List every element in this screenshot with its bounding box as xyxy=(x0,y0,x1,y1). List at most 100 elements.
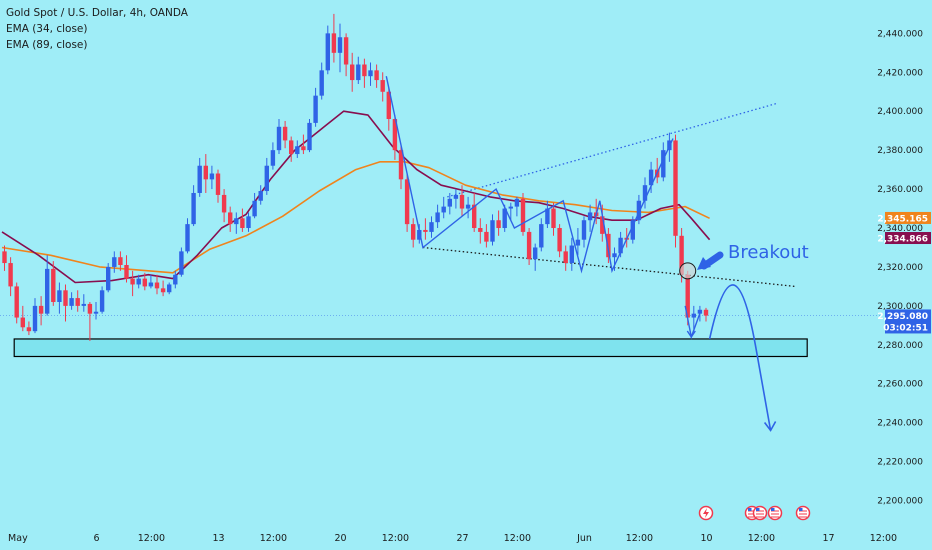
candle-body xyxy=(502,208,507,229)
us-flag-event-icon xyxy=(795,505,811,521)
candle-body xyxy=(57,290,62,302)
candle-body xyxy=(636,200,642,221)
candle-body xyxy=(508,206,513,209)
candle-body xyxy=(252,200,257,217)
candle-body xyxy=(32,305,38,332)
candle-body xyxy=(191,192,196,225)
candle-body xyxy=(313,95,318,123)
candle-body xyxy=(173,274,178,285)
candle-body xyxy=(575,239,581,246)
candle-body xyxy=(136,278,141,285)
candle-body xyxy=(465,204,471,209)
x-tick-label: 12:00 xyxy=(382,533,409,544)
x-tick-label: 12:00 xyxy=(504,533,531,544)
y-tick-label: 2,400.000 xyxy=(877,107,923,117)
candle-body xyxy=(661,150,666,178)
y-tick-label: 2,360.000 xyxy=(877,185,923,195)
x-tick-label: 27 xyxy=(456,533,468,544)
candle-body xyxy=(331,33,337,53)
chart-title: Gold Spot / U.S. Dollar, 4h, OANDA xyxy=(6,7,188,19)
upper-trendline xyxy=(447,102,777,198)
candle-body xyxy=(276,126,282,151)
candle-body xyxy=(350,64,355,81)
candle-body xyxy=(289,140,294,155)
ema34-line xyxy=(1,110,711,284)
candle-body xyxy=(337,37,343,53)
candle-body xyxy=(148,282,154,287)
y-tick-label: 2,200.000 xyxy=(877,497,923,507)
candle-body xyxy=(106,266,111,291)
current-price-tag: 2,295.080 xyxy=(877,312,928,322)
candle-body xyxy=(26,327,32,332)
candle-body xyxy=(63,290,68,306)
candle-body xyxy=(325,33,330,71)
candle-body xyxy=(356,64,361,81)
y-tick-label: 2,220.000 xyxy=(877,458,923,468)
candle-body xyxy=(374,70,379,81)
current-price-tag-countdown: 03:02:51 xyxy=(883,323,928,333)
x-tick-label: 20 xyxy=(334,533,346,544)
candle-body xyxy=(404,179,410,225)
candle-body xyxy=(81,303,86,306)
candle-body xyxy=(209,173,215,180)
candle-body xyxy=(496,220,501,229)
candle-body xyxy=(551,208,556,229)
candle-body xyxy=(612,253,617,258)
candle-body xyxy=(246,216,251,229)
y-tick-label: 2,300.000 xyxy=(877,302,923,312)
candle-body xyxy=(185,224,190,252)
candle-body xyxy=(118,257,123,265)
candle-body xyxy=(221,194,227,213)
candle-body xyxy=(51,268,56,302)
us-flag-event-icon xyxy=(752,505,768,521)
us-flag-event-icon xyxy=(767,505,783,521)
candle-body xyxy=(362,64,367,77)
candle-body xyxy=(69,298,74,306)
x-tick-label: Jun xyxy=(576,533,592,544)
candle-body xyxy=(472,204,477,229)
x-tick-label: May xyxy=(8,533,28,544)
candle-body xyxy=(142,278,147,287)
candle-body xyxy=(99,290,105,312)
ema89-line xyxy=(1,161,710,274)
candle-body xyxy=(429,222,434,232)
current-price-tag-bg xyxy=(885,309,931,334)
candle-body xyxy=(569,245,574,264)
ema89-price-tag: 2,345.165 xyxy=(877,214,928,224)
candle-body xyxy=(630,220,635,240)
candle-body xyxy=(2,251,7,264)
legend: Gold Spot / U.S. Dollar, 4h, OANDA EMA (… xyxy=(6,5,188,53)
projection-path xyxy=(708,284,772,431)
candle-body xyxy=(685,274,690,318)
candle-body xyxy=(8,263,13,287)
breakout-label: Breakout xyxy=(728,242,809,263)
candle-body xyxy=(386,91,391,120)
candle-body xyxy=(87,303,93,314)
candle-body xyxy=(514,198,520,207)
candle-body xyxy=(411,224,416,240)
candle-body xyxy=(545,208,550,225)
flag-canton xyxy=(748,508,752,511)
candle-body xyxy=(179,251,184,275)
candle-body xyxy=(691,313,696,318)
candle-body xyxy=(642,185,648,201)
candle-body xyxy=(459,194,465,209)
x-tick-label: 12:00 xyxy=(260,533,287,544)
y-tick-label: 2,340.000 xyxy=(877,224,923,234)
candle-body xyxy=(490,220,495,242)
candle-body xyxy=(295,146,300,155)
y-tick-label: 2,320.000 xyxy=(877,263,923,273)
candle-body xyxy=(417,229,422,240)
candle-body xyxy=(160,288,166,293)
candle-body xyxy=(606,233,611,258)
candle-body xyxy=(264,165,269,192)
candle-body xyxy=(673,140,678,236)
legend-ema34: EMA (34, close) xyxy=(6,23,88,35)
y-tick-label: 2,260.000 xyxy=(877,380,923,390)
x-tick-label: 6 xyxy=(93,533,99,544)
candle-body xyxy=(197,165,202,193)
candle-body xyxy=(130,278,135,285)
candle-body xyxy=(203,165,208,180)
candle-body xyxy=(392,119,398,151)
